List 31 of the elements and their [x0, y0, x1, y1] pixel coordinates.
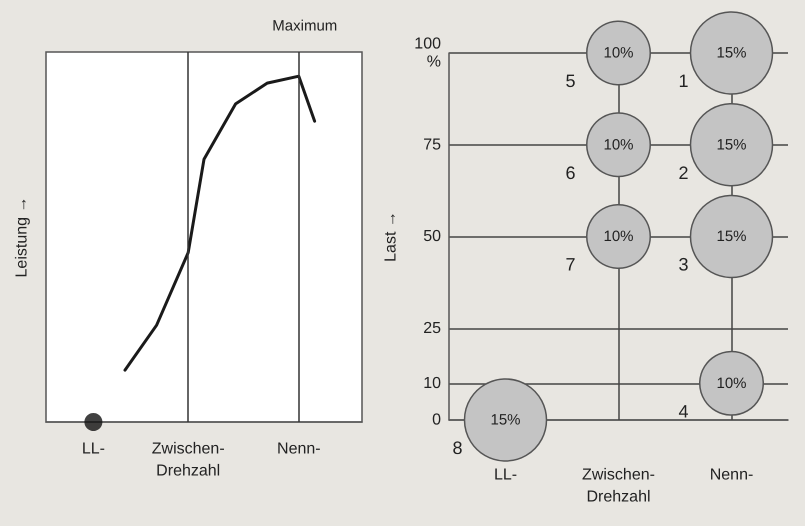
annotation: 10%: [603, 44, 634, 62]
annotation: 10%: [716, 374, 747, 392]
x-tick-label: Nenn-: [710, 466, 754, 484]
x-tick-label: LL-: [82, 440, 105, 458]
y-axis-title: Last →: [382, 211, 400, 262]
annotation: Maximum: [272, 18, 338, 35]
annotation: 1: [678, 71, 689, 91]
annotation: 15%: [716, 44, 747, 62]
y-tick-label: 10: [423, 374, 442, 392]
x-tick-label: Zwischen- Drehzahl: [582, 466, 655, 506]
annotation: 15%: [716, 136, 747, 154]
annotation: 4: [678, 401, 689, 422]
annotation: 5: [565, 71, 576, 91]
annotation: 8: [452, 438, 463, 458]
y-tick-label: 100 %: [414, 36, 442, 70]
annotation: 3: [678, 254, 689, 274]
annotation: 15%: [490, 412, 521, 428]
annotation: 7: [565, 254, 576, 274]
y-tick-label: 75: [423, 136, 442, 154]
x-tick-label: Zwischen- Drehzahl: [152, 440, 225, 480]
annotation: 6: [565, 162, 576, 183]
annotation: 10%: [603, 228, 634, 245]
annotation: 2: [678, 162, 689, 183]
y-tick-label: 0: [432, 412, 442, 428]
x-tick-label: Nenn-: [277, 440, 321, 458]
x-tick-label: LL-: [494, 466, 518, 484]
y-tick-label: 50: [423, 228, 442, 245]
annotation: 15%: [716, 228, 747, 245]
y-axis-title: Leistung →: [14, 196, 30, 278]
annotation: 10%: [603, 136, 634, 154]
y-tick-label: 25: [423, 320, 442, 337]
